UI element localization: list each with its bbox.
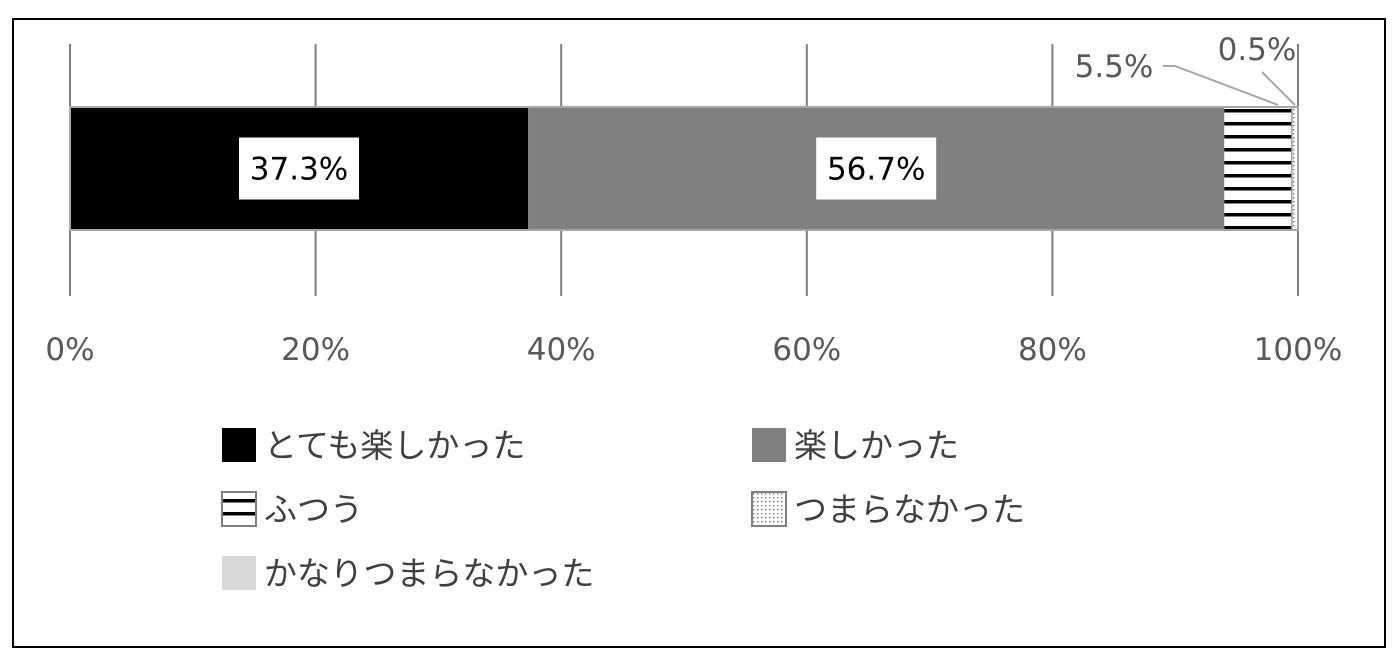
data-label-box	[239, 137, 360, 200]
bar-segment	[1224, 107, 1292, 230]
data-label: 37.3%	[250, 152, 348, 188]
legend-label: つまらなかった	[794, 490, 1025, 529]
bar-outline	[69, 106, 1299, 231]
leader-line	[1261, 71, 1296, 106]
legend-swatch	[221, 491, 257, 527]
legend-label: かなりつまらなかった	[264, 554, 594, 593]
x-tick-label: 100%	[1254, 332, 1343, 368]
data-label-box	[816, 137, 937, 200]
leader-line	[1163, 65, 1279, 106]
x-tick-label: 20%	[281, 332, 350, 368]
legend-label: ふつう	[264, 490, 363, 529]
legend-label: とても楽しかった	[264, 426, 525, 465]
legend-swatch	[752, 428, 786, 462]
data-label: 56.7%	[827, 152, 925, 188]
legend-label: 楽しかった	[794, 426, 959, 465]
legend-swatch	[222, 428, 256, 462]
x-tick-label: 80%	[1018, 332, 1087, 368]
x-tick-label: 0%	[45, 332, 94, 368]
data-label: 0.5%	[1218, 32, 1297, 68]
x-tick-label: 60%	[772, 332, 841, 368]
x-tick-label: 40%	[527, 332, 596, 368]
legend-swatch	[751, 491, 787, 527]
data-label: 5.5%	[1075, 49, 1154, 85]
legend-swatch	[222, 556, 256, 590]
